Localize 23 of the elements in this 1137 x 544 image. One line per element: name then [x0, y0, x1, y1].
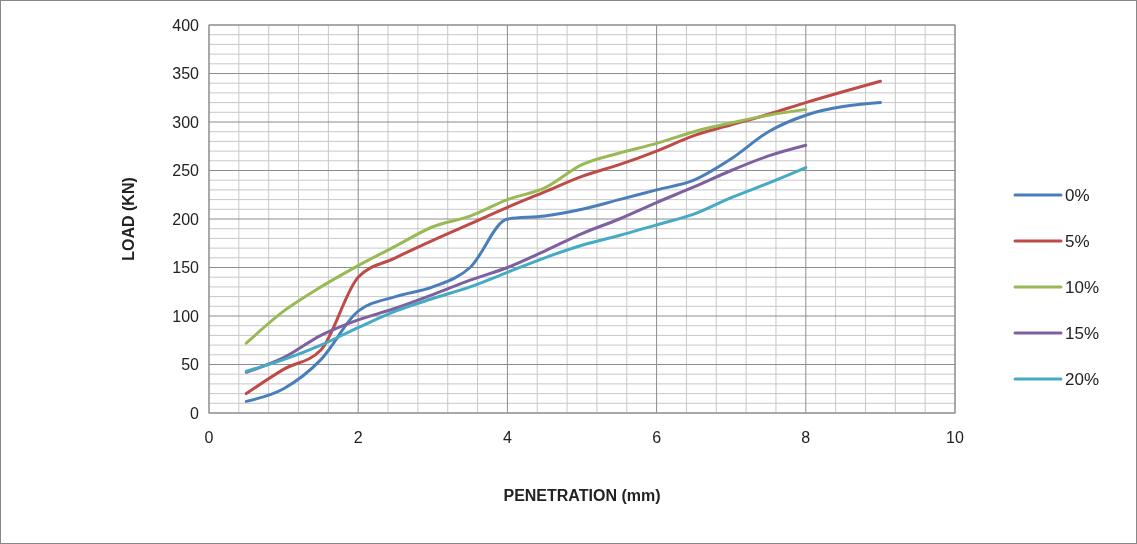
y-tick-label: 200 — [172, 210, 200, 228]
x-tick-label: 10 — [946, 429, 964, 446]
y-tick-label: 400 — [172, 16, 200, 34]
y-tick-label: 150 — [172, 259, 200, 277]
legend-label: 0% — [1065, 185, 1090, 205]
y-tick-label: 0 — [190, 404, 200, 422]
y-axis-title: LOAD (KN) — [120, 177, 137, 261]
x-tick-label: 6 — [652, 429, 662, 446]
legend-label: 10% — [1065, 277, 1100, 297]
legend-label: 5% — [1065, 231, 1090, 251]
legend-label: 15% — [1065, 323, 1100, 343]
x-axis-title: PENETRATION (mm) — [503, 487, 661, 504]
y-tick-label: 100 — [172, 307, 200, 325]
line-series — [244, 107, 808, 345]
x-tick-label: 8 — [801, 429, 811, 446]
x-tick-label: 4 — [502, 429, 512, 446]
y-tick-label: 300 — [172, 113, 200, 131]
y-tick-label: 250 — [172, 162, 200, 180]
x-tick-label: 2 — [353, 429, 363, 446]
y-tick-label: 50 — [181, 356, 200, 374]
x-tick-label: 0 — [204, 429, 214, 446]
legend-label: 20% — [1065, 369, 1100, 389]
y-tick-label: 350 — [172, 65, 200, 83]
